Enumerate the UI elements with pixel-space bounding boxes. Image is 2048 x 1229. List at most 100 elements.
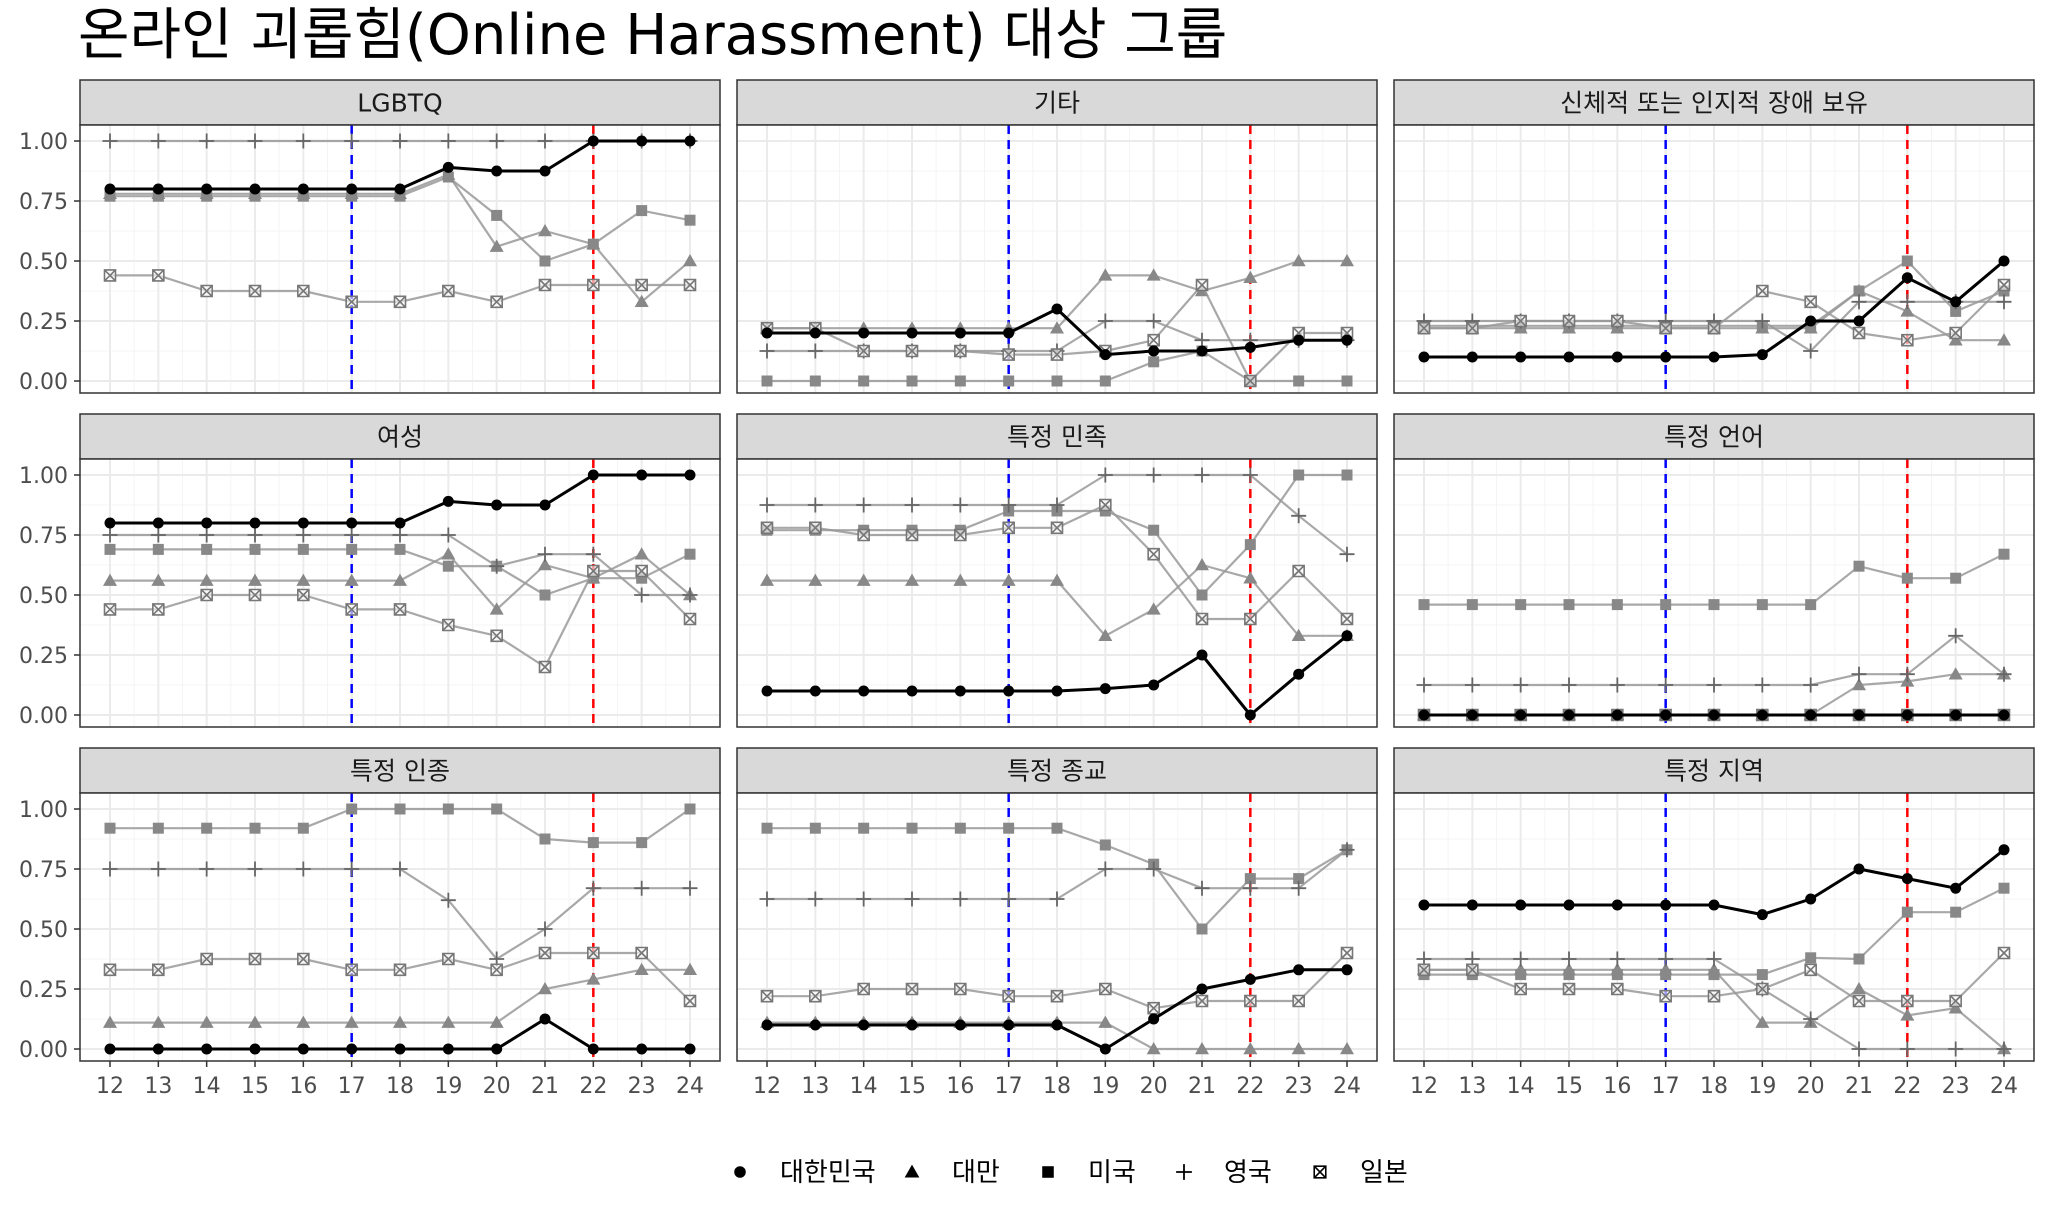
x-tick-label: 14 <box>850 1074 878 1099</box>
data-point <box>1660 351 1672 363</box>
x-tick-label: 20 <box>1140 1074 1168 1099</box>
data-point <box>1901 333 1914 347</box>
data-point <box>1340 946 1354 960</box>
data-point <box>1099 498 1112 512</box>
data-point <box>684 1043 696 1055</box>
data-point <box>1997 946 2011 960</box>
data-point <box>1195 994 1209 1008</box>
data-point <box>201 822 213 834</box>
data-point <box>1851 1041 1867 1057</box>
data-point <box>1099 349 1111 361</box>
data-point <box>1340 254 1354 267</box>
legend-marker-triangle <box>904 1164 920 1178</box>
data-point <box>1949 326 1962 340</box>
data-point <box>1416 677 1432 693</box>
data-point <box>683 994 697 1008</box>
data-point <box>858 375 870 387</box>
data-point <box>760 521 774 535</box>
data-point <box>1900 304 1915 317</box>
x-tick-label: 23 <box>1285 1074 1313 1099</box>
x-tick-label: 15 <box>898 1074 926 1099</box>
data-point <box>954 528 967 542</box>
data-point <box>953 573 968 586</box>
data-point <box>1466 351 1478 363</box>
data-point <box>1950 572 1962 584</box>
data-point <box>346 517 358 529</box>
data-point <box>634 962 649 976</box>
y-tick-label: 1.00 <box>19 130 68 155</box>
data-point <box>1948 333 1963 346</box>
data-point <box>585 880 601 896</box>
data-point <box>1948 628 1964 644</box>
data-point <box>1851 666 1867 682</box>
x-tick-label: 16 <box>289 1074 317 1099</box>
data-point <box>1099 982 1112 996</box>
data-point <box>1950 906 1962 918</box>
data-point <box>1899 666 1915 682</box>
data-point <box>247 861 263 877</box>
legend-label: 대만 <box>952 1158 1000 1188</box>
data-point <box>954 1019 966 1031</box>
data-point <box>1998 709 2010 721</box>
panel-title: 여성 <box>377 423 423 452</box>
data-point <box>1756 599 1768 611</box>
data-point <box>1195 1042 1209 1055</box>
data-point <box>1997 278 2011 292</box>
data-point <box>761 1019 773 1031</box>
data-point <box>1805 599 1817 611</box>
data-point <box>1853 863 1865 875</box>
data-point <box>346 1043 358 1055</box>
y-tick-label: 0.25 <box>19 978 68 1003</box>
data-point <box>151 573 166 586</box>
data-point <box>442 161 454 173</box>
panel-border <box>736 458 1378 728</box>
data-point <box>634 880 650 896</box>
data-point <box>858 822 870 834</box>
legend-label: 미국 <box>1088 1158 1136 1188</box>
panel-strip <box>1393 413 2035 460</box>
legend: 대한민국 대만 미국 영국 일본 <box>734 1158 1408 1188</box>
data-point <box>1708 599 1720 611</box>
data-point <box>1466 709 1478 721</box>
data-point <box>489 558 505 574</box>
data-point <box>952 497 968 513</box>
data-point <box>1997 333 2011 346</box>
data-point <box>104 190 116 202</box>
data-point <box>249 1043 261 1055</box>
panel-border <box>79 124 721 394</box>
data-point <box>201 183 213 195</box>
data-point <box>1658 677 1674 693</box>
data-point <box>906 375 918 387</box>
data-point <box>1050 573 1064 586</box>
data-point <box>856 497 872 513</box>
data-point <box>809 327 821 339</box>
x-tick-label: 24 <box>1333 1074 1361 1099</box>
data-point <box>345 295 358 309</box>
data-point <box>442 1043 454 1055</box>
data-point <box>954 982 967 996</box>
data-point <box>1900 1008 1915 1021</box>
data-point <box>201 543 213 555</box>
data-point <box>906 822 918 834</box>
data-point <box>857 528 870 542</box>
panel-title: 특정 인종 <box>350 757 450 786</box>
x-tick-label: 12 <box>1410 1074 1438 1099</box>
data-point <box>394 190 406 202</box>
data-point <box>104 517 116 529</box>
data-point <box>1003 327 1015 339</box>
data-point <box>442 495 454 507</box>
data-point <box>200 284 213 298</box>
data-point <box>587 837 599 849</box>
data-point <box>539 589 551 601</box>
panel-6: 특정 언어 <box>1393 413 2035 728</box>
x-tick-label: 24 <box>676 1074 704 1099</box>
data-point <box>344 133 360 149</box>
data-point <box>635 946 648 960</box>
data-point <box>1756 969 1768 981</box>
data-point <box>954 327 966 339</box>
data-point <box>1097 861 1113 877</box>
data-point <box>199 527 215 543</box>
data-point <box>1708 709 1720 721</box>
panel-title: 신체적 또는 인지적 장애 보유 <box>1560 89 1868 118</box>
x-tick-label: 13 <box>144 1074 172 1099</box>
